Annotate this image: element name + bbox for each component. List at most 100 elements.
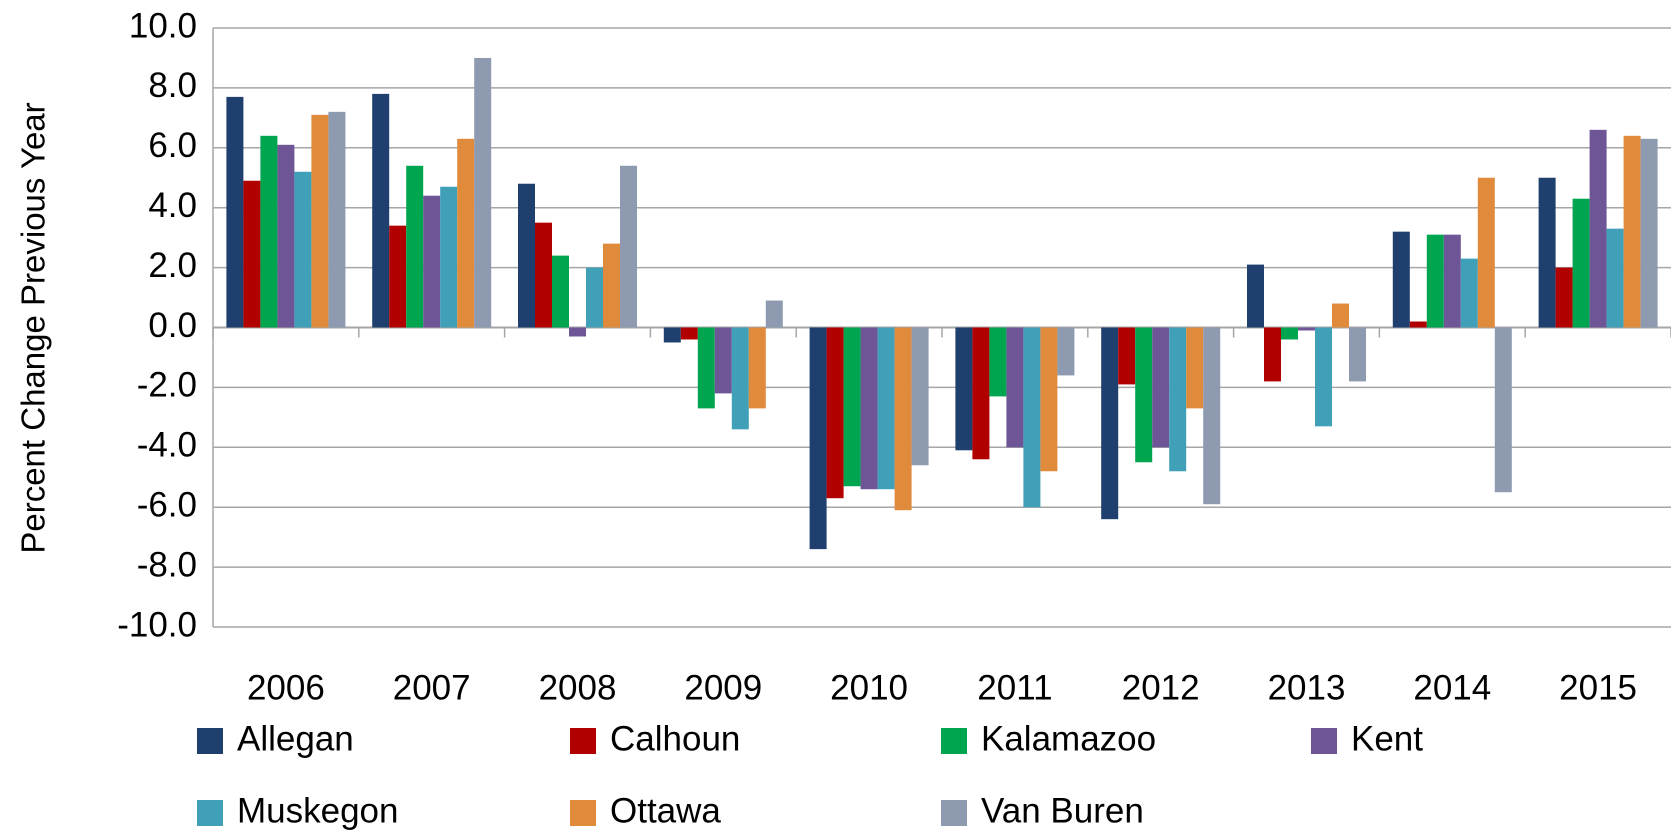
y-tick-label: 8.0 [148, 66, 197, 105]
bar [1349, 327, 1366, 382]
y-tick-label: -2.0 [137, 366, 197, 405]
y-tick-label: 2.0 [148, 246, 197, 285]
bar [697, 327, 715, 409]
legend-swatch [197, 728, 223, 754]
bar [911, 327, 929, 466]
bar [1589, 129, 1607, 328]
bar [603, 243, 620, 328]
x-tick-label: 2015 [1559, 668, 1637, 707]
y-tick-label: -4.0 [137, 426, 197, 465]
bar [877, 327, 895, 490]
bar [243, 180, 261, 328]
bar [1101, 327, 1119, 520]
bar [1443, 234, 1461, 328]
bar [1460, 258, 1478, 328]
bar [423, 195, 441, 328]
y-axis-label: Percent Change Previous Year [15, 102, 52, 553]
legend-swatch [570, 800, 596, 826]
legend-swatch [197, 800, 223, 826]
y-tick-label: 10.0 [129, 6, 197, 45]
bar [1606, 228, 1624, 328]
bar [843, 327, 861, 487]
bar [731, 327, 749, 430]
bar [518, 183, 535, 328]
x-tick-label: 2012 [1122, 668, 1200, 707]
bar [1118, 327, 1136, 385]
legend-label: Van Buren [981, 791, 1144, 830]
legend-label: Kalamazoo [981, 719, 1156, 758]
bar [1538, 177, 1556, 328]
legend-swatch [1311, 728, 1337, 754]
bar [1640, 138, 1658, 328]
bar [1426, 234, 1444, 328]
bar [955, 327, 973, 451]
bar [1392, 231, 1410, 328]
bar [1298, 327, 1315, 331]
bar [372, 93, 390, 328]
bar [406, 165, 424, 328]
x-tick-label: 2009 [684, 668, 762, 707]
bar [226, 96, 244, 328]
legend-swatch [941, 800, 967, 826]
bar [1409, 321, 1427, 328]
legend-swatch [570, 728, 596, 754]
bar [1152, 327, 1170, 448]
x-tick-label: 2008 [539, 668, 617, 707]
legend-label: Calhoun [610, 719, 740, 758]
legend-label: Ottawa [610, 791, 721, 830]
bar [535, 222, 552, 328]
legend-swatch [941, 728, 967, 754]
bar [328, 111, 346, 328]
x-tick-label: 2007 [393, 668, 471, 707]
bar [1203, 327, 1221, 505]
bar [1247, 264, 1264, 328]
bar [389, 225, 407, 328]
x-tick-label: 2013 [1268, 668, 1346, 707]
bar [474, 57, 492, 328]
y-tick-label: 0.0 [148, 306, 197, 345]
y-tick-label: 6.0 [148, 126, 197, 165]
y-tick-label: -6.0 [137, 485, 197, 524]
bar [260, 135, 278, 328]
legend-label: Kent [1351, 719, 1423, 758]
bar [1135, 327, 1153, 463]
y-tick-label: 4.0 [148, 186, 197, 225]
bar [809, 327, 827, 550]
bar [748, 327, 766, 409]
bar [894, 327, 912, 511]
bar [663, 327, 681, 343]
bar [989, 327, 1007, 397]
bar [1494, 327, 1512, 493]
bar [620, 165, 637, 328]
y-tick-label: -10.0 [117, 605, 197, 644]
bar [569, 327, 586, 337]
bar [680, 327, 698, 340]
legend-label: Muskegon [237, 791, 398, 830]
bar [440, 186, 458, 328]
bar [1040, 327, 1058, 472]
x-tick-label: 2014 [1413, 668, 1491, 707]
bar [277, 144, 295, 328]
bar [1264, 327, 1281, 382]
bar [1555, 267, 1573, 328]
bar [714, 327, 732, 394]
bar [1186, 327, 1204, 409]
bar [552, 255, 569, 328]
bar [1315, 327, 1332, 427]
bar [311, 114, 329, 328]
bar [1023, 327, 1041, 508]
bar [765, 300, 783, 328]
x-tick-label: 2006 [247, 668, 325, 707]
bar [1623, 135, 1641, 328]
bar [1006, 327, 1024, 448]
bar [860, 327, 878, 490]
legend-label: Allegan [237, 719, 354, 758]
bar [1572, 198, 1590, 328]
bar [1169, 327, 1187, 472]
y-tick-label: -8.0 [137, 545, 197, 584]
bar [826, 327, 844, 499]
bar [1281, 327, 1298, 340]
x-tick-label: 2010 [830, 668, 908, 707]
bar [972, 327, 990, 460]
